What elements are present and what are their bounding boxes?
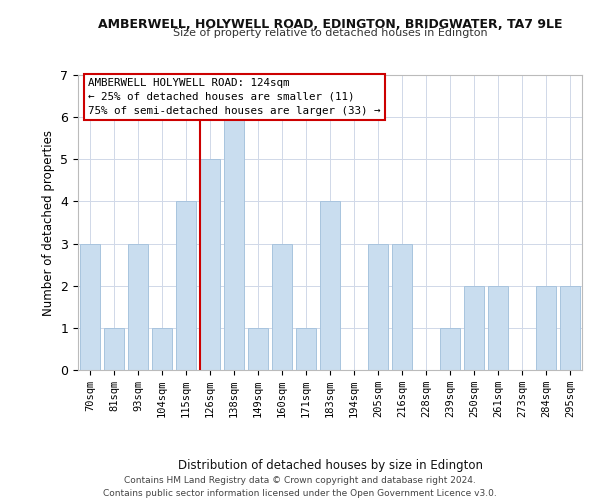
Bar [320, 202, 340, 370]
Bar [80, 244, 100, 370]
Bar [128, 244, 148, 370]
Y-axis label: Number of detached properties: Number of detached properties [42, 130, 55, 316]
Bar [488, 286, 508, 370]
Bar [368, 244, 388, 370]
Bar [536, 286, 556, 370]
Bar [272, 244, 292, 370]
Bar [248, 328, 268, 370]
Text: Distribution of detached houses by size in Edington: Distribution of detached houses by size … [178, 460, 482, 472]
Bar [224, 117, 244, 370]
Bar [464, 286, 484, 370]
Bar [200, 160, 220, 370]
Text: Size of property relative to detached houses in Edington: Size of property relative to detached ho… [173, 28, 487, 38]
Text: AMBERWELL, HOLYWELL ROAD, EDINGTON, BRIDGWATER, TA7 9LE: AMBERWELL, HOLYWELL ROAD, EDINGTON, BRID… [98, 18, 562, 30]
Bar [560, 286, 580, 370]
Bar [440, 328, 460, 370]
Bar [176, 202, 196, 370]
Bar [392, 244, 412, 370]
Text: Contains HM Land Registry data © Crown copyright and database right 2024.
Contai: Contains HM Land Registry data © Crown c… [103, 476, 497, 498]
Text: AMBERWELL HOLYWELL ROAD: 124sqm
← 25% of detached houses are smaller (11)
75% of: AMBERWELL HOLYWELL ROAD: 124sqm ← 25% of… [88, 78, 380, 116]
Bar [104, 328, 124, 370]
Bar [296, 328, 316, 370]
Bar [152, 328, 172, 370]
